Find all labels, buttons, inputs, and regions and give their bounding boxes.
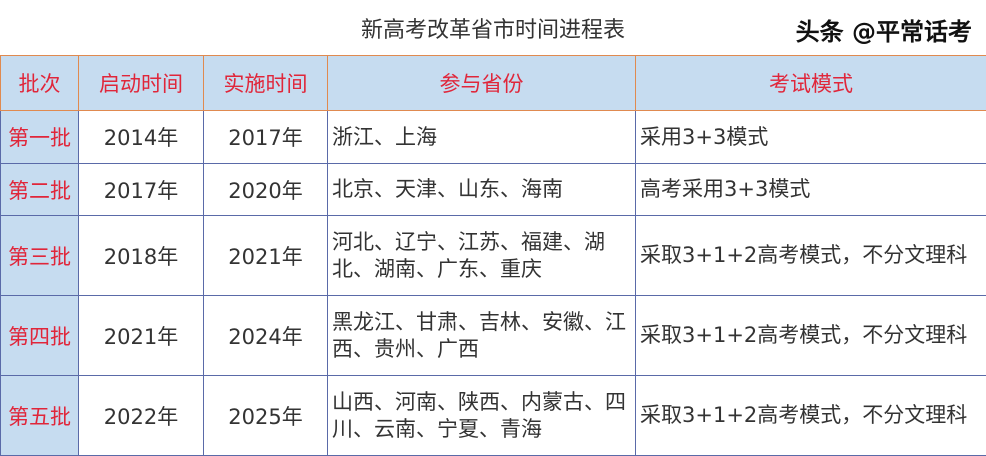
cell-provinces: 北京、天津、山东、海南 [328,164,636,216]
cell-batch: 第一批 [1,111,79,164]
cell-batch: 第二批 [1,164,79,216]
header-mode: 考试模式 [636,56,986,111]
cell-provinces: 河北、辽宁、江苏、福建、湖北、湖南、广东、重庆 [328,216,636,296]
cell-provinces: 黑龙江、甘肃、吉林、安徽、江西、贵州、广西 [328,296,636,376]
cell-start: 2022年 [79,376,204,456]
header-batch: 批次 [1,56,79,111]
cell-mode: 采取3+1+2高考模式，不分文理科 [636,376,986,456]
cell-impl: 2017年 [204,111,328,164]
header-row: 批次 启动时间 实施时间 参与省份 考试模式 [1,56,986,111]
cell-batch: 第三批 [1,216,79,296]
cell-mode: 采取3+1+2高考模式，不分文理科 [636,296,986,376]
cell-start: 2018年 [79,216,204,296]
cell-provinces: 山西、河南、陕西、内蒙古、四川、云南、宁夏、青海 [328,376,636,456]
cell-batch: 第四批 [1,296,79,376]
cell-start: 2017年 [79,164,204,216]
cell-start: 2021年 [79,296,204,376]
cell-start: 2014年 [79,111,204,164]
header-provinces: 参与省份 [328,56,636,111]
watermark: 头条 @平常话考 [796,12,972,47]
cell-mode: 采取3+1+2高考模式，不分文理科 [636,216,986,296]
cell-impl: 2024年 [204,296,328,376]
header-start: 启动时间 [79,56,204,111]
cell-impl: 2021年 [204,216,328,296]
cell-mode: 采用3+3模式 [636,111,986,164]
cell-impl: 2020年 [204,164,328,216]
cell-mode: 高考采用3+3模式 [636,164,986,216]
cell-provinces: 浙江、上海 [328,111,636,164]
header-impl: 实施时间 [204,56,328,111]
cell-impl: 2025年 [204,376,328,456]
cell-batch: 第五批 [1,376,79,456]
